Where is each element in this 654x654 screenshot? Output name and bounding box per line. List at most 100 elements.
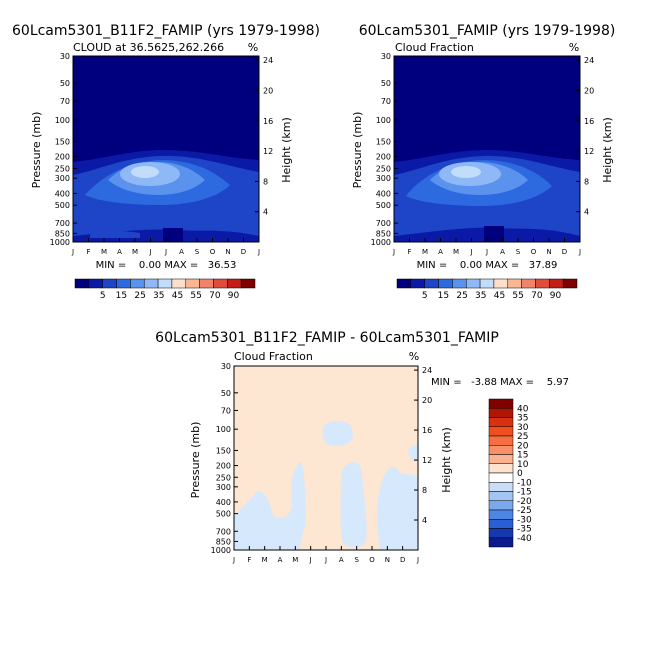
- x-tick-label: S: [354, 556, 359, 564]
- right-tick-label: 20: [263, 86, 273, 95]
- panel-3-title: 60Lcam5301_B11F2_FAMIP - 60Lcam5301_FAMI…: [155, 330, 499, 346]
- colorbar-label: -20: [517, 497, 532, 507]
- panel-3-negative-region-left: [234, 462, 306, 550]
- left-tick-label: 850: [55, 229, 70, 238]
- colorbar-swatch: [240, 278, 256, 289]
- x-tick-label: J: [309, 556, 312, 564]
- left-tick-label: 1000: [50, 238, 70, 247]
- x-tick-label: D: [562, 248, 567, 256]
- left-tick-label: 500: [216, 510, 231, 519]
- left-tick-label: 400: [55, 189, 70, 198]
- right-tick-label: 4: [422, 516, 427, 525]
- x-tick-label: J: [578, 248, 581, 256]
- panel-3-ylabel-right: Height (km): [440, 427, 453, 493]
- left-tick-label: 200: [55, 153, 70, 162]
- colorbar-label: 90: [228, 291, 240, 301]
- colorbar-label: 25: [134, 291, 145, 301]
- right-tick-label: 24: [263, 56, 273, 65]
- left-tick-label: 400: [216, 498, 231, 507]
- x-tick-label: O: [369, 556, 375, 564]
- panel-1-lowlevel-cell: [163, 228, 183, 242]
- x-tick-label: J: [485, 248, 488, 256]
- x-tick-label: A: [117, 248, 122, 256]
- x-tick-label: S: [195, 248, 200, 256]
- x-tick-label: M: [262, 556, 268, 564]
- panel-2-contour-band-6: [451, 166, 481, 178]
- colorbar-swatch: [562, 278, 578, 289]
- left-tick-label: 70: [381, 97, 391, 106]
- colorbar-label: 5: [100, 291, 106, 301]
- colorbar-label: 0: [517, 469, 523, 479]
- colorbar-label: 55: [512, 291, 523, 301]
- panel-2-subtitle: Cloud Fraction: [395, 41, 474, 54]
- x-tick-label: J: [257, 248, 260, 256]
- right-tick-label: 16: [263, 117, 273, 126]
- x-tick-label: A: [339, 556, 344, 564]
- panel-1-right-axis: 24 20 16 12 8 4: [255, 56, 273, 217]
- left-tick-label: 400: [376, 189, 391, 198]
- colorbar-swatch: [488, 445, 514, 455]
- panel-2-ylabel-left: Pressure (mb): [351, 112, 364, 189]
- colorbar-label: 40: [517, 404, 529, 414]
- colorbar-label: 45: [172, 291, 183, 301]
- colorbar-swatch: [410, 278, 425, 289]
- panel-1-subtitle: CLOUD at 36.5625,262.266: [73, 41, 224, 54]
- colorbar-swatch: [488, 491, 514, 501]
- colorbar-label: 55: [190, 291, 201, 301]
- left-tick-label: 700: [55, 219, 70, 228]
- panel-2-stats: MIN = 0.00 MAX = 37.89: [417, 260, 558, 271]
- colorbar-label: 70: [531, 291, 543, 301]
- panel-1-plot: [72, 55, 260, 243]
- panel-1-stats: MIN = 0.00 MAX = 36.53: [96, 260, 237, 271]
- left-tick-label: 70: [221, 406, 231, 415]
- colorbar-swatch: [488, 482, 514, 492]
- colorbar-label: 30: [517, 423, 529, 433]
- colorbar-label: 70: [209, 291, 221, 301]
- x-tick-label: A: [500, 248, 505, 256]
- colorbar-label: 45: [494, 291, 505, 301]
- panel-2-title: 60Lcam5301_FAMIP (yrs 1979-1998): [359, 23, 616, 39]
- panel-3-stats: MIN = -3.88 MAX = 5.97: [431, 377, 569, 388]
- left-tick-label: 250: [55, 164, 70, 173]
- x-tick-label: J: [324, 556, 327, 564]
- left-tick-label: 150: [376, 137, 391, 146]
- panel-2-plot: [393, 55, 581, 243]
- x-tick-label: N: [385, 556, 390, 564]
- panel-3-negative-region-upper: [322, 420, 354, 446]
- panel-1-colorbar: 5 15 25 35 45 55 70 90: [74, 278, 256, 301]
- left-tick-label: 70: [60, 97, 70, 106]
- x-tick-label: N: [225, 248, 230, 256]
- left-tick-label: 150: [55, 137, 70, 146]
- panel-2-lowlevel-cell: [484, 226, 504, 242]
- right-tick-label: 24: [584, 56, 594, 65]
- x-tick-label: J: [71, 248, 74, 256]
- colorbar-label: 35: [475, 291, 486, 301]
- colorbar-swatch: [116, 278, 131, 289]
- colorbar-label: 15: [438, 291, 449, 301]
- panel-1-lowlevel-band: [90, 230, 140, 238]
- panel-3: 60Lcam5301_B11F2_FAMIP - 60Lcam5301_FAMI…: [155, 330, 569, 564]
- colorbar-swatch: [130, 278, 145, 289]
- colorbar-swatch: [227, 278, 242, 289]
- panel-3-right-axis: 24 20 16 12 8 4: [414, 366, 432, 525]
- left-tick-label: 300: [376, 174, 391, 183]
- colorbar-swatch: [488, 472, 514, 483]
- right-tick-label: 8: [263, 177, 268, 186]
- x-tick-label: A: [278, 556, 283, 564]
- colorbar-swatch: [479, 278, 495, 289]
- panel-2-colorbar: 5 15 25 35 45 55 70 90: [396, 278, 578, 301]
- x-tick-label: J: [148, 248, 151, 256]
- x-tick-label: A: [438, 248, 443, 256]
- left-tick-label: 700: [376, 219, 391, 228]
- colorbar-swatch: [74, 278, 90, 289]
- colorbar-swatch: [488, 500, 514, 511]
- colorbar-swatch: [171, 278, 187, 289]
- panel-3-negative-region-edge: [408, 445, 418, 462]
- left-tick-label: 850: [216, 537, 231, 546]
- panel-2-units: %: [569, 41, 579, 54]
- colorbar-label: -10: [517, 478, 532, 488]
- colorbar-label: -15: [517, 488, 532, 498]
- colorbar-label: 10: [517, 460, 529, 470]
